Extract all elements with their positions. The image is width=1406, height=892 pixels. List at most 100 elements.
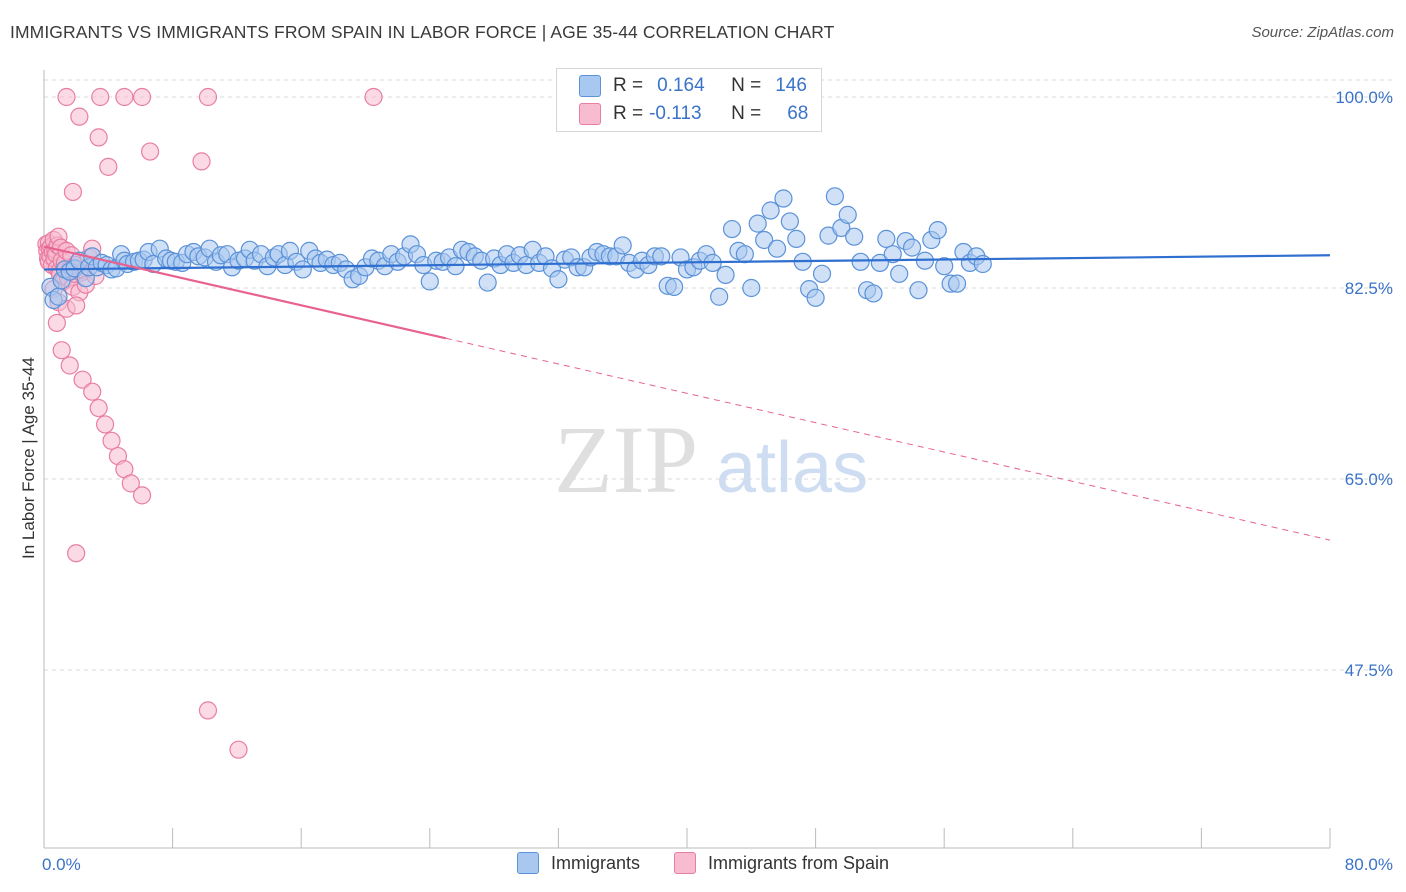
scatter-point (710, 287, 729, 306)
scatter-point (890, 264, 909, 283)
scatter-point (364, 87, 383, 107)
scatter-point (935, 257, 954, 276)
scatter-point (57, 87, 76, 107)
y-tick-label: 65.0% (1345, 470, 1393, 489)
scatter-point (825, 187, 844, 206)
scatter-point (928, 221, 947, 240)
n-value: 146 (775, 75, 807, 96)
scatter-point (121, 474, 140, 493)
scatter-point (446, 257, 465, 276)
chart-title: IMMIGRANTS VS IMMIGRANTS FROM SPAIN IN L… (10, 22, 835, 42)
scatter-point (229, 740, 248, 759)
n-value: 68 (787, 103, 809, 124)
scatter-point (761, 201, 780, 220)
scatter-point (735, 245, 754, 264)
watermark-atlas: atlas (716, 428, 868, 508)
scatter-point (95, 415, 115, 434)
scatter-point (902, 238, 922, 257)
blue-series (41, 187, 992, 310)
scatter-point (851, 252, 870, 271)
x-tick-label: 80.0% (1345, 855, 1393, 874)
scatter-point (716, 265, 735, 285)
scatter-point (63, 182, 83, 202)
scatter-point (102, 431, 121, 450)
blue-swatch (579, 75, 601, 97)
tick-labels: 100.0% 82.5% 65.0% 47.5% 0.0% 80.0% (42, 88, 1393, 874)
scatter-point (89, 398, 108, 418)
scatter-point (52, 341, 71, 360)
r-label: R = (613, 103, 644, 124)
scatter-point (115, 87, 134, 107)
scatter-point (132, 87, 152, 107)
scatter-point (806, 288, 825, 307)
legend-item-immigrants: Immigrants (516, 852, 640, 874)
scatter-point (812, 264, 832, 283)
scatter-point (198, 87, 218, 107)
scatter-point (293, 260, 312, 279)
correlation-legend: R = 0.164 N = 146 R = -0.113 N = 68 (556, 68, 822, 132)
scatter-point (774, 189, 793, 208)
x-tick-label: 0.0% (42, 855, 81, 874)
y-tick-label: 82.5% (1345, 279, 1393, 298)
scatter-point (845, 227, 864, 246)
pink-swatch (579, 103, 601, 125)
scatter-point (67, 296, 86, 315)
scatter-point (140, 142, 160, 161)
scatter-point (47, 313, 66, 333)
r-value: -0.113 (649, 103, 702, 124)
scatter-point (652, 247, 671, 266)
legend-label: Immigrants (550, 852, 640, 873)
scatter-point (947, 274, 967, 293)
trend-line-spain (43, 245, 447, 340)
scatter-point (755, 230, 774, 250)
scatter-point (665, 277, 684, 297)
n-label: N = (731, 75, 762, 96)
legend-row-spain: R = -0.113 N = 68 (579, 102, 808, 126)
scatter-point (192, 152, 211, 171)
watermark-zip: ZIP (554, 406, 698, 513)
scatter-point (883, 245, 902, 264)
r-label: R = (613, 75, 644, 96)
y-tick-label: 100.0% (1335, 88, 1393, 107)
blue-swatch (516, 852, 539, 874)
scatter-point (89, 128, 108, 147)
scatter-point (742, 278, 761, 298)
trend-lines (43, 245, 1331, 541)
scatter-point (870, 253, 890, 272)
scatter-point (613, 236, 632, 255)
r-value: 0.164 (657, 75, 705, 96)
scatter-point (877, 229, 896, 248)
scatter-point (420, 272, 439, 291)
scatter-point (73, 370, 92, 389)
series-legend: Immigrants Immigrants from Spain (0, 852, 1406, 874)
trend-line-immigrants (43, 254, 1331, 271)
pink-swatch (673, 852, 696, 874)
scatter-point (478, 273, 497, 292)
scatter-point (838, 205, 857, 224)
n-label: N = (731, 103, 762, 124)
scatter-point (49, 287, 68, 306)
scatter-point (67, 544, 86, 563)
source-label: Source: ZipAtlas.com (1251, 24, 1394, 41)
scatter-point (70, 107, 89, 126)
scatter-point (99, 157, 118, 176)
legend-label: Immigrants from Spain (707, 852, 890, 873)
y-tick-label: 47.5% (1345, 661, 1393, 680)
scatter-point (748, 214, 767, 233)
scatter-point (722, 219, 742, 239)
pink-series (37, 87, 383, 759)
watermark: ZIP atlas (554, 406, 868, 513)
scatter-point (549, 270, 568, 289)
scatter-point (780, 212, 799, 231)
scatter-point (787, 229, 806, 248)
gridlines (44, 79, 1395, 671)
legend-row-immigrants: R = 0.164 N = 146 (579, 74, 807, 98)
legend-item-spain: Immigrants from Spain (673, 852, 890, 874)
scatter-point (132, 486, 152, 505)
axes (43, 70, 1331, 849)
scatter-point (909, 281, 928, 300)
scatter-point (60, 356, 79, 375)
scatter-point (198, 701, 218, 720)
trend-line-spain-dashed (445, 337, 1331, 541)
